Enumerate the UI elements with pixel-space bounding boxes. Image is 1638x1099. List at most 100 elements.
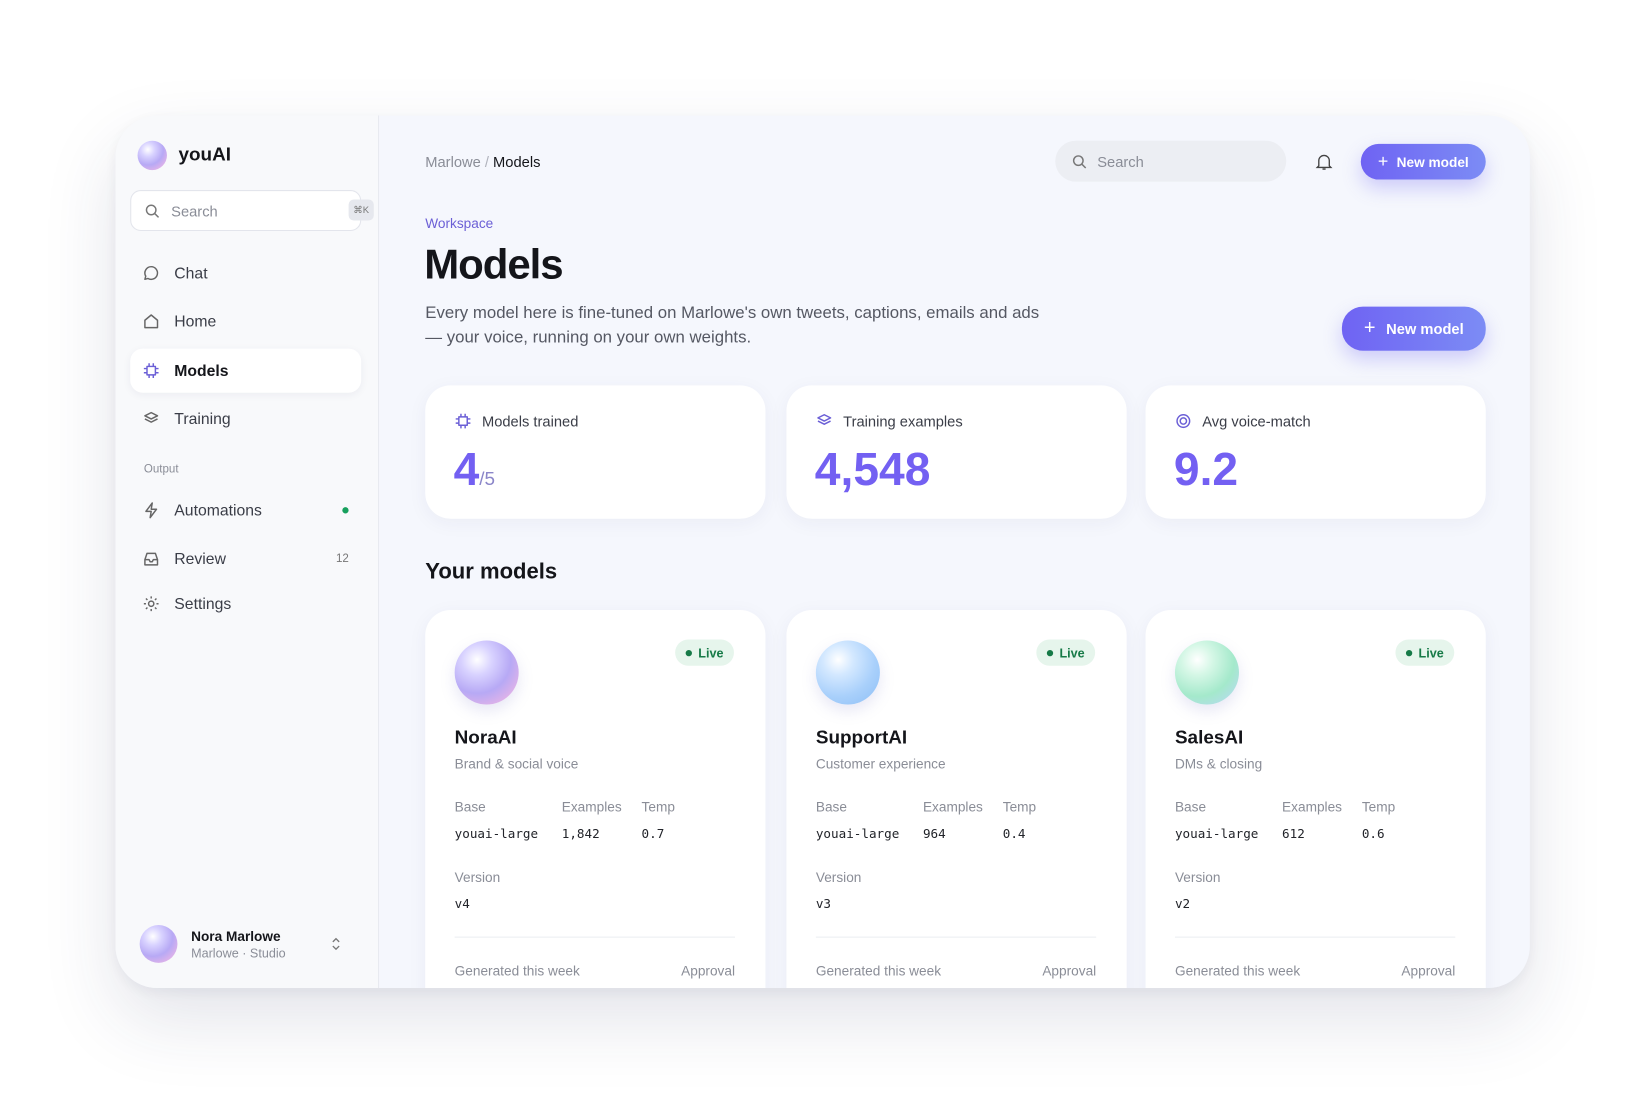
nav-label: Chat	[174, 264, 208, 282]
stat-card: Models trained 4/5	[425, 385, 766, 519]
nav-item[interactable]: Automations	[130, 488, 361, 532]
new-model-button[interactable]: + New model	[1341, 306, 1486, 351]
field-label: Examples	[922, 799, 983, 815]
icon	[817, 414, 832, 425]
button-label: New model	[1396, 153, 1469, 170]
icon	[455, 413, 471, 429]
button-label: New model	[1386, 320, 1464, 338]
nav-label: Review	[174, 549, 226, 568]
sidebar-search[interactable]: Search ⌘K	[130, 190, 374, 231]
crumb-sep: /	[484, 153, 489, 171]
status-text: Live	[1059, 645, 1085, 660]
field-value: 612	[1282, 826, 1305, 842]
crumb: Models	[493, 153, 541, 171]
footer-label: Generated this week	[454, 962, 580, 979]
page-title: Models	[424, 241, 563, 288]
field-label: Version	[815, 869, 862, 886]
field-label: Temp	[1002, 799, 1037, 815]
icon	[144, 265, 159, 281]
new-model-button[interactable]: + New model	[1360, 143, 1486, 180]
divider	[815, 936, 1097, 938]
field-label: Base	[454, 799, 486, 815]
field-label: Temp	[1361, 799, 1396, 815]
icon	[144, 411, 159, 423]
field-value: youai-large	[454, 826, 539, 842]
icon	[144, 552, 159, 566]
footer-label: Generated this week	[815, 962, 942, 979]
stat-number: 9.2	[1173, 444, 1239, 496]
field-label: Examples	[561, 799, 622, 815]
user-subtitle: Marlowe · Studio	[191, 946, 286, 961]
status-badge: Live	[675, 639, 734, 666]
logo	[137, 140, 167, 171]
stat-value: 4/5	[454, 444, 495, 496]
user-menu[interactable]	[330, 937, 343, 952]
app-window: youAI Search ⌘K Chat Home Models Training Au…	[115, 115, 1530, 989]
search-placeholder: Search	[1097, 153, 1144, 171]
nav-item[interactable]: Settings	[130, 582, 361, 626]
icon	[143, 596, 159, 612]
nav-label: Models	[174, 361, 229, 380]
breadcrumb: Marlowe / Models	[425, 153, 540, 170]
stat-card: Avg voice-match 9.2	[1145, 385, 1486, 519]
icon	[143, 363, 159, 378]
nav-item[interactable]: Chat	[130, 251, 361, 295]
section-title: Your models	[425, 559, 558, 584]
search-icon	[145, 204, 160, 218]
search-icon	[1072, 155, 1087, 169]
section-label: Output	[143, 463, 179, 476]
icon	[145, 502, 158, 519]
nav-label: Home	[174, 312, 217, 331]
field-value: 0.7	[641, 826, 665, 842]
nav-item[interactable]: Review 12	[130, 537, 361, 581]
model-card[interactable]: Live NoraAI Brand & social voice Base youai-…	[425, 610, 766, 989]
stat-label-text: Avg voice-match	[1202, 412, 1311, 430]
stat-number: 4	[453, 444, 480, 496]
footer-label: Approval	[1401, 962, 1456, 979]
field-label: Base	[1174, 799, 1207, 815]
field-label: Base	[815, 799, 847, 815]
status-text: Live	[1418, 645, 1444, 660]
divider	[454, 936, 735, 938]
nav-label: Training	[174, 410, 231, 428]
field-value: youai-large	[815, 826, 900, 842]
model-subtitle: Brand & social voice	[454, 755, 579, 772]
nav-item[interactable]: Home	[130, 299, 361, 343]
stat-label: Avg voice-match	[1175, 412, 1311, 430]
bell[interactable]	[1315, 152, 1333, 171]
nav-label: Automations	[174, 501, 262, 520]
status-dot	[1046, 649, 1054, 656]
stat-label: Training examples	[816, 413, 963, 429]
status-badge: Live	[1036, 639, 1096, 666]
shortcut: ⌘K	[348, 199, 374, 221]
model-card[interactable]: Live SupportAI Customer experience Base youa…	[786, 610, 1127, 989]
stat-card: Training examples 4,548	[786, 385, 1127, 519]
description: Every model here is fine-tuned on Marlow…	[425, 304, 1040, 347]
status-dot	[685, 649, 692, 656]
field-value: v3	[815, 896, 832, 912]
eyebrow: Workspace	[425, 215, 494, 231]
nav-item[interactable]: Models	[130, 348, 362, 393]
footer-label: Approval	[681, 962, 735, 979]
model-name: NoraAI	[454, 726, 517, 748]
stat-label: Models trained	[455, 413, 578, 429]
crumb[interactable]: Marlowe	[425, 153, 481, 171]
field-value: v4	[454, 896, 470, 912]
nav-item[interactable]: Training	[130, 397, 361, 441]
model-orb	[815, 640, 880, 705]
brand: youAI	[178, 143, 232, 165]
field-value: 1,842	[561, 826, 600, 842]
sidebar: youAI Search ⌘K Chat Home Models Training Au…	[115, 115, 380, 989]
footer-label: Generated this week	[1174, 962, 1301, 979]
model-card[interactable]: Live SalesAI DMs & closing Base youai-large E…	[1145, 610, 1486, 989]
nav-label: Settings	[174, 594, 232, 613]
user-name: Nora Marlowe	[191, 928, 281, 944]
top-search[interactable]: Search	[1055, 140, 1287, 182]
footer-label: Approval	[1042, 962, 1097, 979]
user-avatar	[139, 925, 178, 963]
field-value: 0.6	[1361, 826, 1385, 842]
model-name: SalesAI	[1174, 726, 1244, 748]
field-value: youai-large	[1174, 826, 1259, 842]
